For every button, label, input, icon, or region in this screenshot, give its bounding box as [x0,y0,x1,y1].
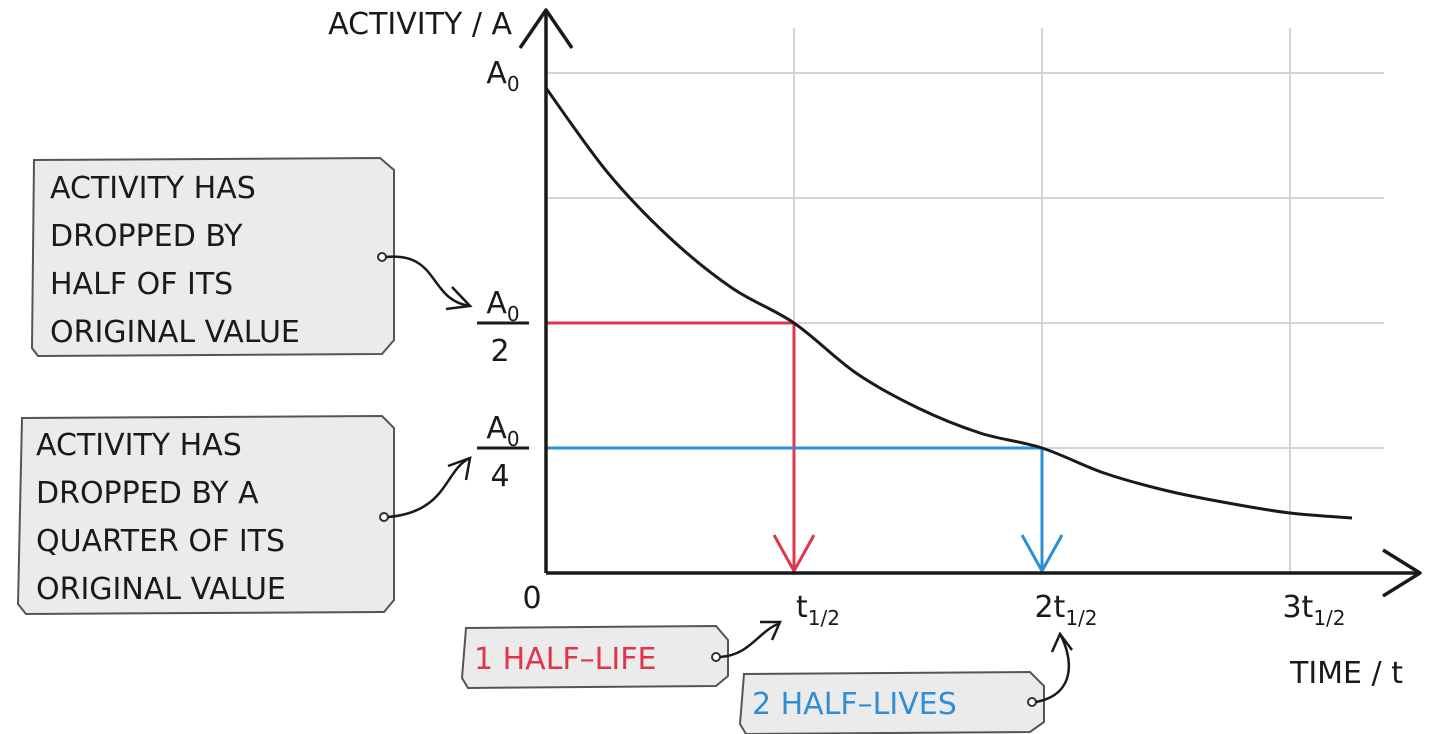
callout-one-half-life-pin [711,652,721,662]
guide-arrowhead-1 [772,534,816,573]
decay-curve [544,87,1353,520]
x-tick-label-3: 3t1/2 [1282,590,1345,630]
callout-one-half-life-arrowhead [760,620,782,641]
y-axis-arrowhead [518,8,574,49]
y-tick-label-1: A0 [486,56,519,96]
callout-half-text: ACTIVITY HAS DROPPED BY HALF OF ITS ORIGINA… [50,171,300,350]
callout-line-4: ORIGINAL VALUE [50,315,300,350]
callout-quarter-arrow [387,456,471,519]
x-axis-label: TIME / t [1289,656,1403,691]
callout-two-half-lives-text: 2 HALF–LIVES [752,687,957,722]
origin-label: 0 [522,581,541,616]
callout-quarter-pin [379,512,389,522]
x-tick-label-sub: 1/2 [1065,606,1097,630]
x-tick-label-sub: 1/2 [808,606,840,630]
y-tick-num-sub: 0 [507,72,520,96]
x-tick-labels: t1/2 2t1/2 3t1/2 [796,590,1346,630]
y-tick-num: A0 [486,411,519,451]
y-axis-label: ACTIVITY / A [328,7,512,42]
callout-line-1: ACTIVITY HAS [36,428,242,463]
callout-line-2: DROPPED BY A [36,476,259,511]
x-tick-label-1: t1/2 [796,590,840,630]
callout-two-half-lives: 2 HALF–LIVES [738,631,1073,734]
y-tick-num-sub: 0 [507,302,520,326]
grid [546,28,1384,573]
callout-two-half-lives-arrow [1035,633,1070,704]
callout-line-3: QUARTER OF ITS [36,524,285,559]
callout-line-3: HALF OF ITS [50,267,233,302]
y-tick-label-2: A0 2 [477,286,529,369]
y-tick-num-sub: 0 [507,427,520,451]
callout-half-arrow [385,255,471,308]
x-axis-arrowhead [1382,548,1422,598]
callout-quarter-text: ACTIVITY HAS DROPPED BY A QUARTER OF ITS OR… [36,428,286,607]
callout-line-4: ORIGINAL VALUE [36,572,286,607]
callout-two-half-lives-box [738,670,1045,734]
callout-half-arrowhead [445,286,473,311]
callout-one-half-life-text: 1 HALF–LIFE [474,642,656,677]
callout-half-pin [377,252,387,262]
callout-one-half-life-box [460,624,729,690]
y-tick-den: 4 [490,459,509,494]
x-tick-label-2: 2t1/2 [1034,590,1097,630]
y-tick-num: A0 [486,56,519,96]
axes [518,8,1422,598]
y-tick-labels: A0 A0 2 A0 4 [477,56,529,494]
y-tick-den: 2 [490,334,509,369]
callout-quarter: ACTIVITY HAS DROPPED BY A QUARTER OF ITS OR… [16,414,472,616]
callout-half-box [30,156,395,358]
callout-line-2: DROPPED BY [50,219,243,254]
callout-half: ACTIVITY HAS DROPPED BY HALF OF ITS ORIGINA… [30,156,473,358]
callout-quarter-box [16,414,395,616]
callout-quarter-arrowhead [447,456,472,481]
half-life-guides [546,321,1064,573]
callout-one-half-life-arrow [719,622,779,659]
x-tick-label-sub: 1/2 [1313,606,1345,630]
y-tick-num: A0 [486,286,519,326]
callout-two-half-lives-arrowhead [1050,631,1073,653]
callout-line-1: ACTIVITY HAS [50,171,256,206]
guide-arrowhead-2 [1020,534,1064,573]
callout-one-half-life: 1 HALF–LIFE [460,620,782,690]
y-tick-label-3: A0 4 [477,411,529,494]
callout-two-half-lives-pin [1027,697,1037,707]
